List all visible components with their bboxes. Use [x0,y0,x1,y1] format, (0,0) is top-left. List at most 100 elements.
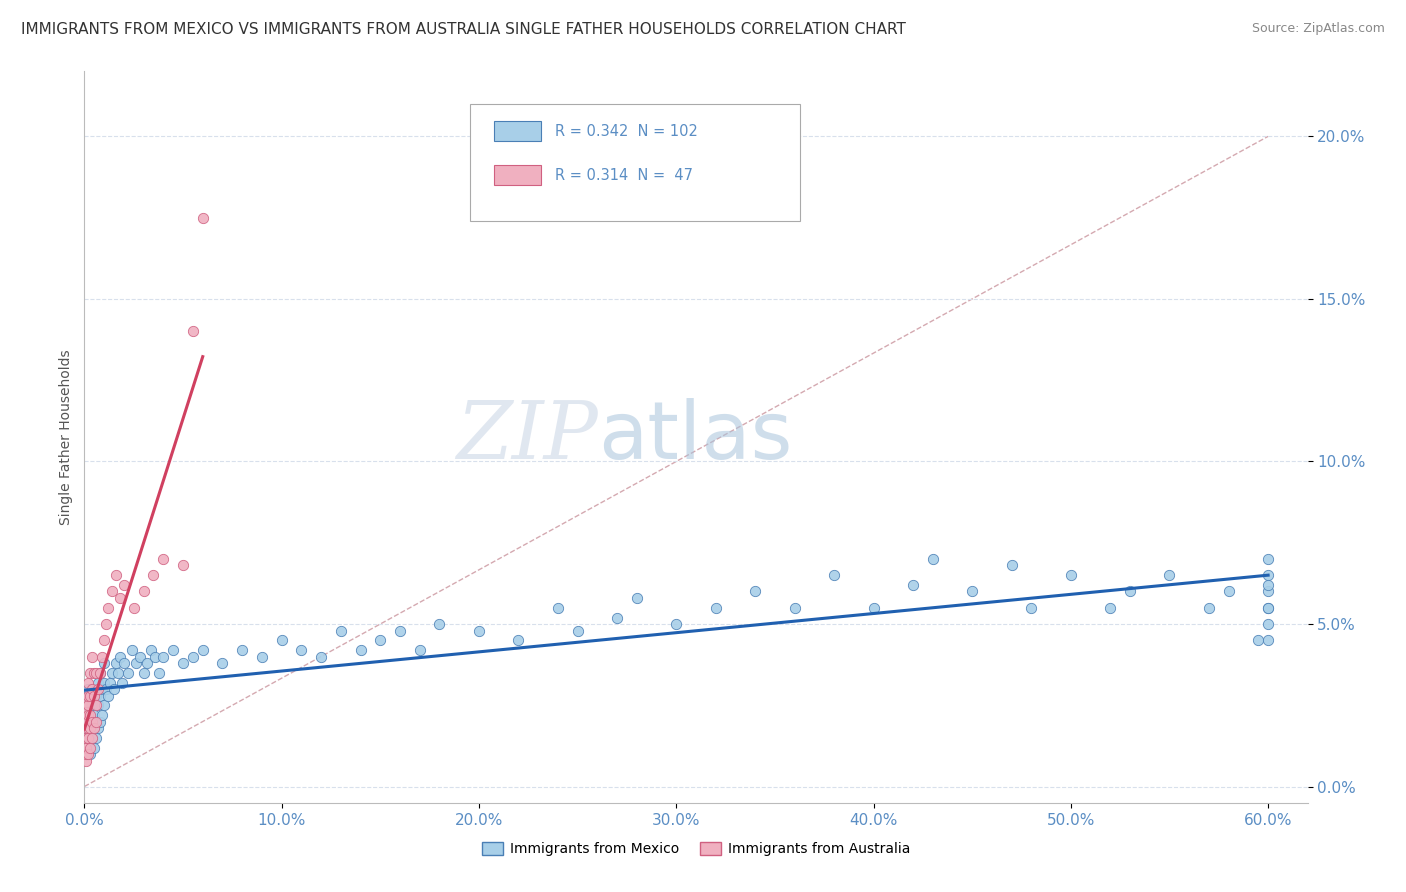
Point [93,698,115,713]
Point [89,714,111,729]
Point [84,698,107,713]
Point [1001,558,1024,573]
Point [83,721,105,735]
Point [191,211,214,225]
Point [368,633,391,648]
Legend: Immigrants from Mexico, Immigrants from Australia: Immigrants from Mexico, Immigrants from … [477,837,915,862]
Point [82,649,104,664]
Point [79,708,101,723]
Point [1257,600,1279,615]
Point [132,584,155,599]
Point [79,689,101,703]
Point [75,747,97,761]
Point [82,714,104,729]
Point [75,754,97,768]
Point [142,568,165,582]
Point [152,552,174,566]
Point [79,740,101,755]
Point [704,600,727,615]
Point [108,591,131,605]
Point [77,698,100,713]
Point [960,584,983,599]
Y-axis label: Single Father Households: Single Father Households [59,350,73,524]
Point [112,578,135,592]
Point [117,665,139,680]
Point [91,681,114,696]
Point [1099,600,1122,615]
Point [1218,584,1240,599]
Point [132,665,155,680]
Point [290,643,312,657]
Point [1119,584,1142,599]
Point [82,731,104,745]
Point [77,731,100,745]
Point [104,568,127,582]
Point [84,689,107,703]
Point [94,617,117,632]
Point [79,665,101,680]
Point [83,708,105,723]
Point [128,649,150,664]
Point [84,665,107,680]
Point [1198,600,1220,615]
Point [107,665,129,680]
Point [97,689,120,703]
Point [1060,568,1083,582]
Bar [494,165,541,185]
Point [547,600,569,615]
Point [84,714,107,729]
Point [162,643,184,657]
Point [75,721,97,735]
Point [77,689,100,703]
Point [91,649,114,664]
Point [89,665,111,680]
Point [172,558,194,573]
Point [1257,578,1279,592]
Point [121,643,143,657]
Point [77,747,100,761]
Text: R = 0.342  N = 102: R = 0.342 N = 102 [555,124,699,138]
Point [389,624,412,638]
Point [1257,617,1279,632]
Point [87,675,110,690]
Point [124,656,146,670]
Point [429,617,451,632]
Point [1257,552,1279,566]
Point [79,714,101,729]
Point [136,656,159,670]
Point [79,698,101,713]
Point [145,649,167,664]
Point [901,578,924,592]
Point [172,656,194,670]
Point [270,633,292,648]
Point [75,721,97,735]
Point [349,643,371,657]
Point [94,681,117,696]
Point [250,649,273,664]
Point [77,681,100,696]
Point [101,584,124,599]
Point [1257,568,1279,582]
Point [665,617,688,632]
Point [181,325,204,339]
Point [82,714,104,729]
Point [77,675,100,690]
Text: ZIP: ZIP [457,399,598,475]
Point [103,681,125,696]
Point [75,740,97,755]
Point [77,698,100,713]
Point [93,675,115,690]
Text: atlas: atlas [598,398,793,476]
Point [83,689,105,703]
Point [626,591,648,605]
Text: Source: ZipAtlas.com: Source: ZipAtlas.com [1251,22,1385,36]
Point [141,643,163,657]
Point [468,624,491,638]
Point [79,747,101,761]
Point [211,656,233,670]
Point [83,721,105,735]
Point [111,675,134,690]
Point [77,731,100,745]
Point [181,649,204,664]
Point [89,665,111,680]
